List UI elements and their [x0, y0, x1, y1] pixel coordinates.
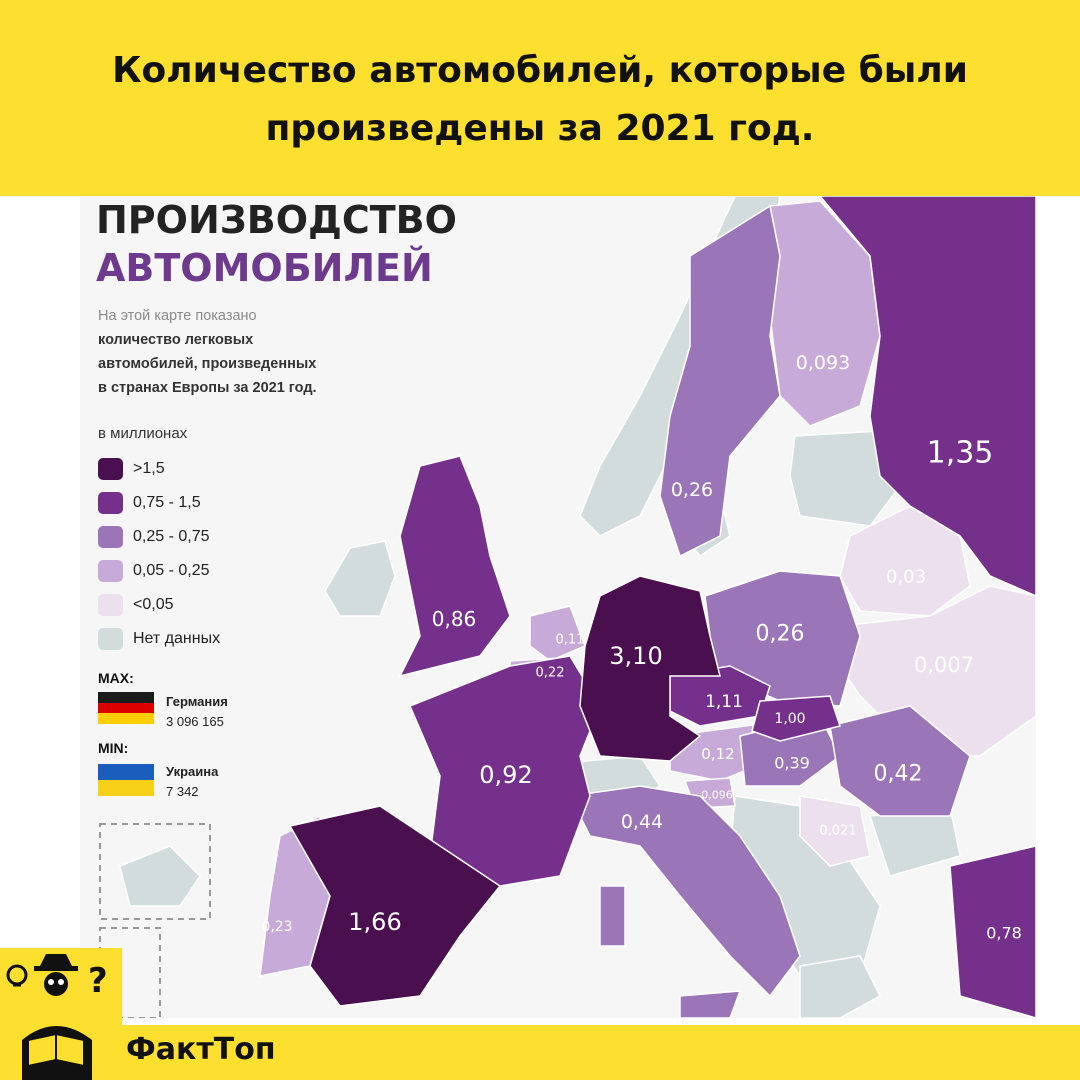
- country-uk: [398, 455, 511, 678]
- value-hungary: 0,39: [774, 753, 810, 773]
- header-title-line1: Количество автомобилей, которые были: [112, 50, 968, 91]
- value-netherlands: 0,11: [555, 632, 585, 648]
- country-spain: [288, 805, 502, 1007]
- country-sardinia: [599, 885, 626, 947]
- germany-flag-icon: [98, 692, 154, 724]
- header-title-line2: произведены за 2021 год.: [265, 108, 815, 149]
- legend-label: 0,05 - 0,25: [133, 562, 210, 579]
- europe-map-svg: [99, 196, 1036, 1018]
- europe-map: [80, 196, 1036, 1018]
- legend-label: Нет данных: [133, 630, 221, 647]
- legend: >1,5 0,75 - 1,5 0,25 - 0,75 0,05 - 0,25 …: [98, 452, 220, 656]
- country-germany: [579, 575, 721, 762]
- legend-label: 0,75 - 1,5: [133, 494, 201, 511]
- header-banner: Количество автомобилей, которые были про…: [0, 0, 1080, 196]
- country-turkey: [949, 845, 1036, 1018]
- legend-label: >1,5: [133, 460, 165, 477]
- iceland-inset: [99, 823, 211, 920]
- value-portugal: 0,23: [261, 919, 293, 935]
- value-germany: 3,10: [609, 642, 663, 670]
- tier-0-75-1-5: [398, 196, 1036, 1018]
- value-romania: 0,42: [873, 761, 923, 787]
- legend-item: >1,5: [98, 452, 220, 486]
- map-heading-line1: ПРОИЗВОДСТВО: [96, 198, 457, 242]
- value-ukraine: 0,007: [913, 653, 975, 677]
- country-italy: [568, 785, 801, 998]
- legend-label: <0,05: [133, 596, 174, 613]
- country-iceland: [119, 845, 201, 907]
- country-serbia: [799, 795, 871, 867]
- legend-swatch: [98, 628, 123, 650]
- country-greece: [799, 955, 881, 1018]
- value-austria: 0,12: [701, 745, 735, 763]
- map-heading-line2: АВТОМОБИЛЕЙ: [96, 246, 433, 290]
- description-line2: количество легковых: [98, 332, 254, 348]
- legend-item: 0,25 - 0,75: [98, 520, 220, 554]
- min-label: MIN:: [98, 740, 129, 756]
- description-line1: На этой карте показано: [98, 308, 257, 324]
- min-country: Украина: [166, 764, 219, 779]
- value-belarus: 0,03: [885, 566, 927, 588]
- legend-item: <0,05: [98, 588, 220, 622]
- legend-swatch: [98, 492, 123, 514]
- value-belgium: 0,22: [535, 665, 565, 681]
- max-label: MAX:: [98, 670, 134, 686]
- brand-logo: ?: [0, 948, 122, 1080]
- value-russia: 1,35: [926, 435, 994, 471]
- value-turkey: 0,78: [986, 923, 1022, 943]
- legend-swatch: [98, 458, 123, 480]
- value-poland: 0,26: [755, 621, 805, 647]
- description-line4: в странах Европы за 2021 год.: [98, 380, 317, 396]
- value-italy: 0,44: [620, 811, 664, 833]
- brand-name: ФактТоп: [126, 1032, 276, 1067]
- country-netherlands: [529, 605, 586, 662]
- value-serbia: 0,021: [819, 823, 857, 839]
- country-sicily: [679, 990, 742, 1018]
- legend-swatch: [98, 560, 123, 582]
- map-description: На этой карте показано количество легков…: [98, 304, 398, 400]
- tier-gt-1-5: [288, 575, 721, 1007]
- legend-swatch: [98, 526, 123, 548]
- legend-swatch: [98, 594, 123, 616]
- legend-item: Нет данных: [98, 622, 220, 656]
- country-sweden: [659, 204, 781, 558]
- min-value: 7 342: [166, 784, 199, 799]
- description-line3: автомобилей, произведенных: [98, 356, 317, 372]
- country-ireland: [324, 540, 396, 617]
- country-russia: [819, 196, 1036, 597]
- value-sweden: 0,26: [670, 479, 714, 501]
- value-france: 0,92: [479, 761, 533, 789]
- header-title: Количество автомобилей, которые были про…: [40, 42, 1040, 158]
- value-czechia: 1,11: [705, 692, 743, 712]
- tier-lt-0-05: [799, 505, 1036, 867]
- value-slovakia: 1,00: [774, 711, 806, 727]
- country-romania: [829, 705, 971, 817]
- legend-item: 0,05 - 0,25: [98, 554, 220, 588]
- legend-label: 0,25 - 0,75: [133, 528, 210, 545]
- value-slovenia: 0,096: [701, 788, 733, 802]
- footer-bar: [0, 1025, 1080, 1080]
- ukraine-flag-icon: [98, 764, 154, 796]
- legend-item: 0,75 - 1,5: [98, 486, 220, 520]
- max-country: Германия: [166, 694, 228, 709]
- country-france: [409, 655, 601, 887]
- value-spain: 1,66: [348, 908, 402, 936]
- units-label: в миллионах: [98, 425, 188, 442]
- value-uk: 0,86: [431, 607, 477, 631]
- value-finland: 0,093: [795, 352, 851, 374]
- svg-text:?: ?: [88, 961, 108, 1001]
- country-slovakia: [751, 695, 841, 742]
- max-value: 3 096 165: [166, 714, 224, 729]
- brand-logo-icon: ?: [6, 954, 108, 1080]
